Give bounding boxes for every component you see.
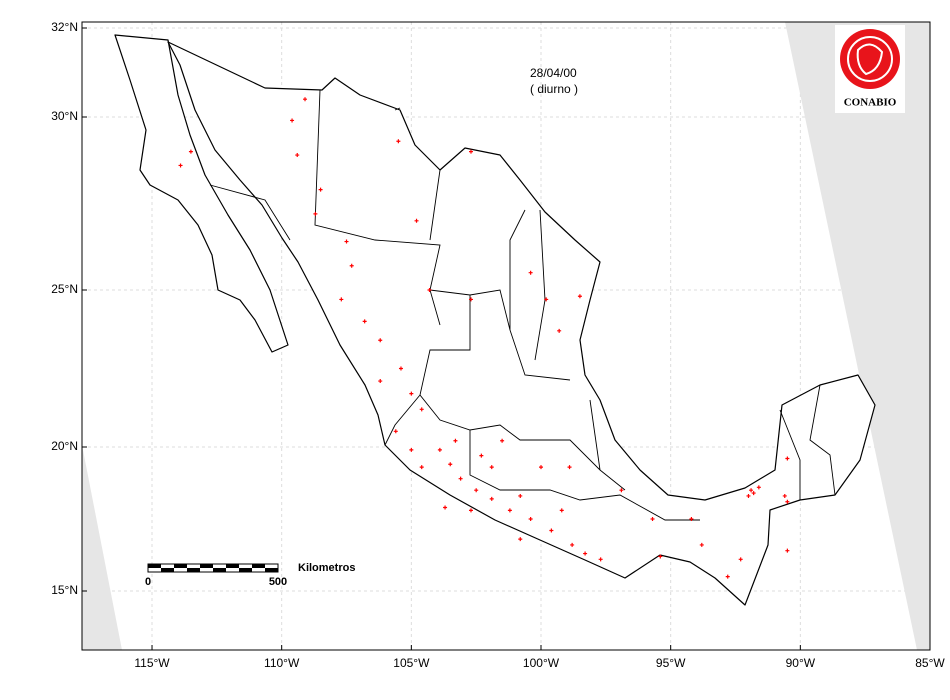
hotspot xyxy=(528,517,533,521)
hotspot xyxy=(409,391,414,396)
hotspot xyxy=(414,218,419,223)
hotspot xyxy=(188,149,193,154)
hotspot xyxy=(443,505,448,510)
hotspots xyxy=(178,97,790,579)
hotspot xyxy=(468,149,473,154)
hotspot xyxy=(468,508,473,513)
hotspot xyxy=(619,488,624,493)
hotspot xyxy=(458,476,463,481)
scale-end: 500 xyxy=(269,576,287,588)
hotspot xyxy=(507,508,512,513)
baja-california xyxy=(114,34,289,353)
hotspot xyxy=(749,488,754,493)
hotspot xyxy=(746,493,751,498)
hotspot xyxy=(557,328,562,333)
mexico-mainland xyxy=(167,41,876,606)
hotspot xyxy=(544,297,549,302)
hotspot xyxy=(448,462,453,467)
y-tick-label: 25°N xyxy=(51,282,78,296)
hotspot xyxy=(489,465,494,470)
hotspot xyxy=(570,542,575,547)
x-tick-label: 115°W xyxy=(134,656,170,670)
hotspot xyxy=(751,491,756,496)
hotspot xyxy=(577,294,582,299)
y-tick-label: 15°N xyxy=(51,583,78,597)
hotspot xyxy=(474,488,479,493)
hotspot xyxy=(583,551,588,556)
hotspot xyxy=(738,557,743,562)
hotspot xyxy=(539,465,544,470)
hotspot xyxy=(393,429,398,434)
x-tick-label: 95°W xyxy=(656,656,686,670)
hotspot xyxy=(725,574,730,579)
hotspot xyxy=(598,557,603,562)
y-tick-label: 20°N xyxy=(51,439,78,453)
x-tick-label: 105°W xyxy=(393,656,430,670)
x-tick-label: 90°W xyxy=(786,656,816,670)
y-tick-label: 30°N xyxy=(51,109,78,123)
x-tick-label: 85°W xyxy=(915,656,945,670)
hotspot xyxy=(318,187,323,192)
hotspot xyxy=(785,499,790,504)
hotspot xyxy=(295,153,300,158)
date-label: 28/04/00 xyxy=(530,66,577,80)
hotspot xyxy=(699,542,704,547)
hotspot xyxy=(339,297,344,302)
x-tick-label: 110°W xyxy=(264,656,300,670)
map-frame xyxy=(81,21,931,651)
hotspot xyxy=(549,528,554,533)
logo: CONABIO xyxy=(835,25,905,113)
logo-text: CONABIO xyxy=(844,97,897,109)
hotspot xyxy=(396,139,401,144)
hotspot xyxy=(427,288,432,292)
hotspot xyxy=(782,493,787,498)
hotspot xyxy=(419,407,424,412)
no-coverage xyxy=(82,445,122,650)
hotspot xyxy=(419,465,424,470)
scale-unit: Kilometros xyxy=(298,562,355,574)
hotspot xyxy=(567,465,572,470)
hotspot xyxy=(528,270,533,275)
hotspot xyxy=(178,163,183,168)
hotspot xyxy=(650,517,655,521)
hotspot xyxy=(303,97,308,102)
hotspot xyxy=(489,496,494,501)
hotspot xyxy=(785,548,790,553)
hotspot xyxy=(756,485,761,490)
hotspot xyxy=(378,338,383,343)
hotspot xyxy=(437,447,442,452)
hotspot xyxy=(409,447,414,452)
hotspot xyxy=(689,517,694,521)
hotspot xyxy=(658,554,663,559)
period-label: ( diurno ) xyxy=(530,82,578,96)
hotspot xyxy=(518,493,523,498)
hotspot xyxy=(479,453,484,458)
hotspot xyxy=(500,438,505,443)
logo-emblem-detail xyxy=(847,36,893,82)
hotspot xyxy=(398,366,403,371)
hotspot xyxy=(313,211,318,216)
scale-bar: 0 500 Kilometros xyxy=(145,562,356,588)
hotspot xyxy=(468,297,473,302)
hotspot xyxy=(518,537,523,542)
scale-bar-checks xyxy=(148,564,278,572)
x-tick-label: 100°W xyxy=(523,656,560,670)
border-detail xyxy=(394,107,401,111)
no-coverage xyxy=(785,22,930,650)
hotspot xyxy=(559,508,564,513)
hotspot xyxy=(362,319,367,324)
hotspot xyxy=(378,379,383,384)
scale-start: 0 xyxy=(145,576,151,588)
hotspot xyxy=(785,456,790,461)
hotspot xyxy=(349,263,354,268)
hotspot xyxy=(344,239,349,244)
logo-emblem-detail xyxy=(856,43,884,76)
hotspot xyxy=(290,118,295,123)
y-tick-label: 32°N xyxy=(51,20,78,34)
hotspot xyxy=(453,438,458,443)
